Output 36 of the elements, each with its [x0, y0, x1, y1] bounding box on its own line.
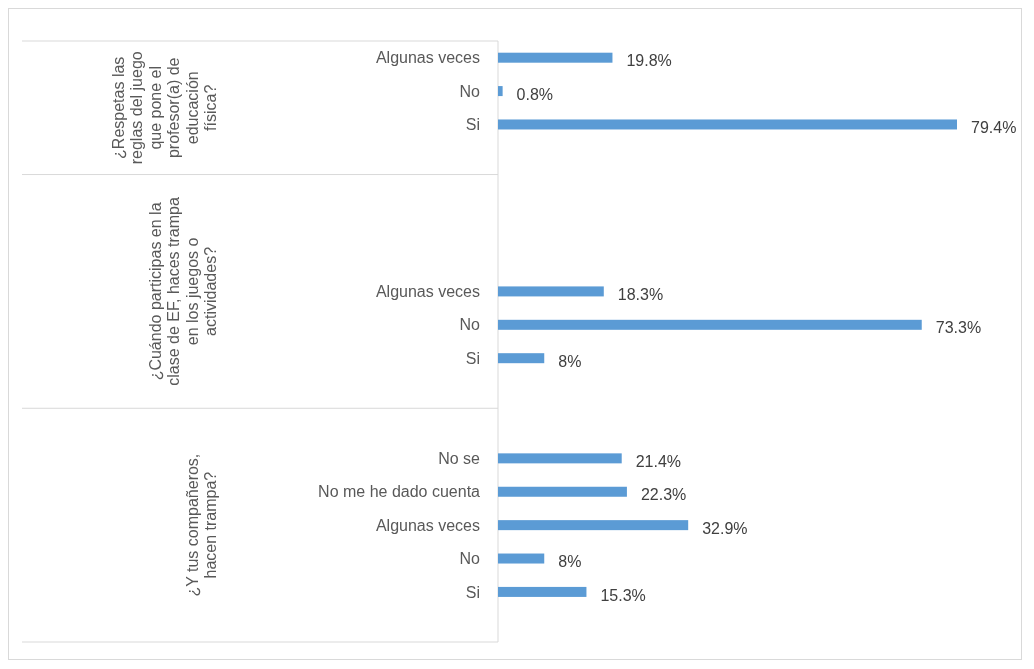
data-label: 73.3% [935, 319, 982, 337]
bar [498, 86, 503, 97]
y-tick-label: No me he dado cuenta [318, 483, 481, 501]
bar [498, 119, 957, 130]
data-label: 8% [558, 352, 582, 370]
data-label: 8% [558, 553, 582, 571]
bar [498, 52, 613, 63]
y-tick-label: No [459, 316, 481, 334]
y-tick-label: Algunas veces [375, 283, 480, 301]
y-tick-label: Algunas veces [375, 516, 480, 534]
bar [498, 520, 689, 531]
y-tick-label: Si [465, 583, 480, 601]
data-label: 22.3% [640, 486, 687, 504]
bar [498, 319, 922, 330]
data-label: 79.4% [971, 119, 1017, 137]
data-label: 18.3% [617, 286, 664, 304]
y-tick-label: No se [438, 449, 481, 467]
data-label: 21.4% [635, 452, 682, 470]
data-label: 0.8% [516, 85, 554, 103]
bar [498, 353, 545, 364]
y-tick-label: Algunas veces [375, 49, 480, 67]
bar [498, 486, 627, 497]
bar [498, 453, 622, 464]
text: ¿Cuándo participas en la clase de EF, haces trampa en los juegos o actividades? [146, 197, 219, 386]
data-label: 19.8% [626, 52, 672, 70]
bar [498, 553, 545, 564]
y-tick-label: No [459, 550, 481, 568]
bar [498, 586, 587, 597]
y-tick-label: Si [465, 349, 480, 367]
y-tick-label: Si [465, 116, 480, 134]
text: ¿Y tus compañeros, hacen trampa? [183, 453, 219, 597]
y-tick-label: No [459, 82, 481, 100]
text: ¿Respetas las reglas del juego que pone el profesor(a) de educación física? [109, 51, 219, 165]
data-label: 32.9% [702, 519, 748, 537]
bar [498, 286, 604, 297]
data-label: 15.3% [600, 586, 646, 604]
